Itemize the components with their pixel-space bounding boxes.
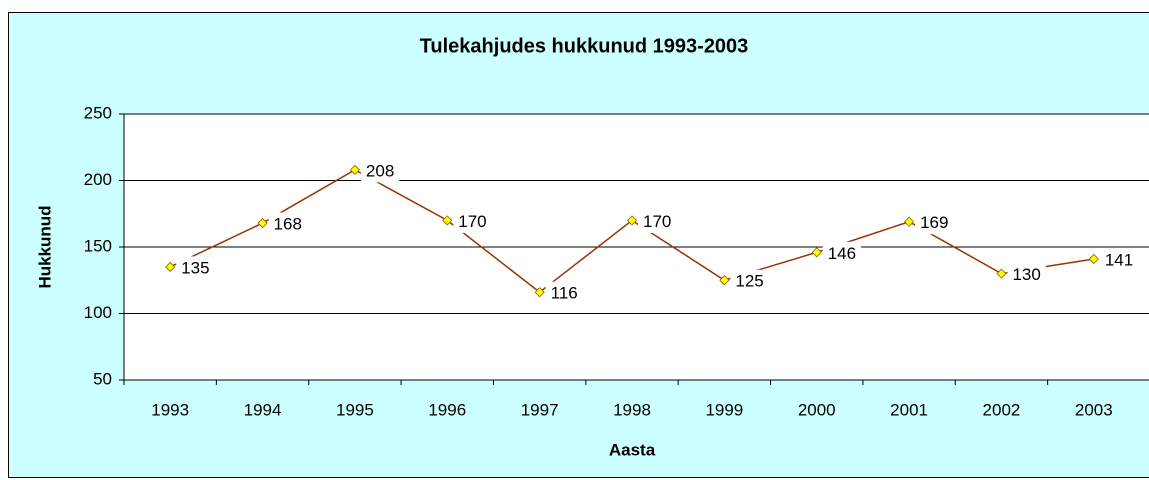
y-tick-label: 200 <box>84 170 112 189</box>
data-label: 135 <box>181 258 209 277</box>
data-label-background <box>638 209 677 233</box>
data-label-background <box>453 209 492 233</box>
x-tick-label: 1996 <box>428 400 466 419</box>
x-tick-label: 1993 <box>151 400 189 419</box>
marker <box>626 215 638 226</box>
x-tick-label: 1994 <box>244 400 282 419</box>
data-label: 141 <box>1105 250 1133 269</box>
marker <box>719 275 730 286</box>
data-label-background <box>268 212 307 236</box>
x-tick-label: 2002 <box>983 400 1021 419</box>
data-label: 130 <box>1012 265 1040 284</box>
data-label: 168 <box>274 215 302 234</box>
marker <box>811 247 822 258</box>
y-tick-label: 100 <box>84 303 112 322</box>
marker <box>904 216 915 227</box>
y-tick-label: 150 <box>84 236 112 255</box>
data-label-background <box>730 269 769 293</box>
x-tick-label: 1999 <box>705 400 743 419</box>
data-label: 116 <box>551 284 578 303</box>
data-label-background <box>1099 248 1139 272</box>
data-label-background <box>176 256 215 280</box>
data-label-background <box>545 281 583 305</box>
x-tick-label: 2001 <box>890 400 928 419</box>
data-label-background <box>915 211 954 235</box>
chart-title: Tulekahjudes hukkunud 1993-2003 <box>420 35 749 57</box>
marker <box>442 215 453 226</box>
y-tick-label: 250 <box>84 103 112 122</box>
data-label-background <box>822 241 862 265</box>
data-label-background <box>360 159 400 183</box>
data-label: 170 <box>458 212 486 231</box>
marker <box>534 287 545 298</box>
marker <box>996 268 1007 279</box>
x-tick-label: 1998 <box>613 400 651 419</box>
x-tick-label: 1995 <box>336 400 374 419</box>
data-label: 125 <box>735 272 763 291</box>
data-label-background <box>1007 263 1046 287</box>
marker <box>349 164 360 175</box>
y-tick-label: 50 <box>93 369 112 388</box>
data-label: 170 <box>643 212 671 231</box>
y-axis-title: Hukkunud <box>35 205 54 288</box>
x-tick-label: 2000 <box>798 400 836 419</box>
marker <box>165 261 176 273</box>
data-label: 146 <box>828 244 856 263</box>
x-tick-label: 2003 <box>1075 400 1113 419</box>
data-label: 169 <box>920 213 948 232</box>
marker <box>257 217 268 229</box>
x-tick-label: 1997 <box>521 400 559 419</box>
marker <box>1088 253 1099 265</box>
x-axis-title: Aasta <box>609 440 656 459</box>
data-label: 208 <box>366 161 394 180</box>
